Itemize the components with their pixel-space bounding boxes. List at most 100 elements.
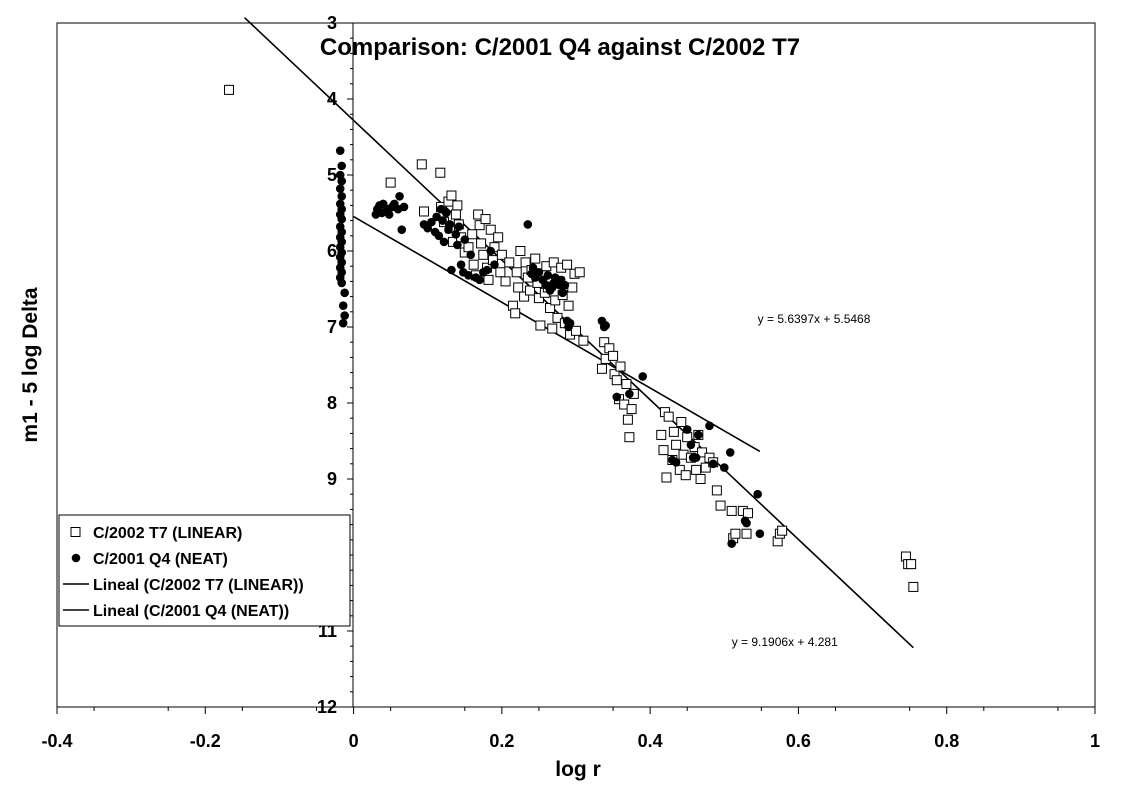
data-point-circle — [337, 214, 347, 224]
x-axis-title: log r — [555, 758, 601, 781]
data-point-square — [548, 257, 559, 268]
data-point-circle — [335, 184, 345, 193]
legend-marker-square — [70, 527, 81, 537]
data-point-circle — [439, 237, 449, 247]
data-point-circle — [694, 430, 703, 440]
data-point-square — [463, 242, 474, 253]
trendline-equation: y = 9.1906x + 4.281 — [732, 635, 838, 649]
data-point-circle — [742, 518, 751, 528]
data-point-square — [743, 508, 754, 519]
chart-title: Comparison: C/2001 Q4 against C/2002 T7 — [320, 34, 800, 61]
data-point-square — [562, 259, 573, 270]
data-point-square — [571, 325, 581, 336]
data-point-square — [552, 312, 563, 323]
data-point-square — [545, 303, 556, 313]
data-point-circle — [451, 229, 461, 239]
data-point-square — [608, 350, 619, 361]
x-tick-label: 0.2 — [489, 731, 514, 751]
data-point-circle — [337, 278, 347, 288]
data-point-square — [530, 253, 541, 264]
x-tick-label: 0.8 — [934, 731, 959, 751]
y-axis-title: m1 - 5 log Delta — [19, 287, 42, 443]
trendline-equation: y = 5.6397x + 5.5468 — [758, 312, 871, 326]
data-point-circle — [543, 271, 553, 280]
y-tick-label: 3 — [327, 13, 337, 33]
data-point-circle — [335, 146, 345, 155]
data-point-circle — [625, 389, 634, 399]
data-point-square — [474, 220, 485, 231]
data-point-square — [513, 282, 524, 293]
data-point-square — [500, 276, 511, 287]
data-point-circle — [482, 265, 492, 275]
legend-label: Lineal (C/2002 T7 (LINEAR)) — [93, 577, 304, 594]
data-point-circle — [558, 288, 567, 298]
y-tick-label: 8 — [327, 393, 337, 413]
data-point-square — [691, 464, 702, 475]
data-point-square — [741, 528, 752, 539]
data-point-circle — [434, 231, 444, 241]
data-point-square — [676, 417, 687, 427]
data-point-square — [493, 232, 504, 243]
data-point-circle — [727, 539, 736, 548]
data-point-circle — [337, 191, 347, 201]
data-point-square — [533, 293, 544, 304]
legend: C/2002 T7 (LINEAR) C/2001 Q4 (NEAT) Lineal… — [58, 514, 351, 627]
data-point-square — [906, 559, 917, 570]
data-point-square — [574, 267, 585, 278]
data-point-square — [416, 159, 427, 170]
data-point-square — [504, 257, 515, 268]
data-point-circle — [565, 318, 575, 328]
data-point-circle — [682, 425, 692, 434]
data-point-square — [695, 474, 706, 484]
data-point-square — [674, 464, 685, 475]
data-point-circle — [447, 265, 456, 275]
data-point-square — [622, 414, 633, 425]
data-point-square — [520, 257, 531, 268]
data-point-circle — [486, 246, 496, 256]
x-tick-label: -0.4 — [41, 731, 72, 751]
data-point-square — [435, 167, 446, 178]
y-tick-label: 7 — [327, 317, 337, 337]
data-point-circle — [560, 280, 570, 290]
data-point-square — [656, 429, 667, 440]
data-point-circle — [464, 271, 473, 280]
y-tick-label: 6 — [327, 241, 337, 261]
data-point-square — [615, 361, 626, 372]
data-point-circle — [438, 216, 447, 225]
data-point-circle — [441, 208, 451, 218]
data-point-square — [680, 470, 691, 481]
data-point-circle — [686, 440, 696, 450]
data-point-circle — [671, 457, 681, 467]
data-point-circle — [445, 220, 455, 229]
data-point-square — [777, 525, 788, 536]
data-point-square — [550, 295, 561, 306]
data-point-square — [480, 214, 491, 225]
data-point-square — [485, 224, 496, 235]
data-series — [224, 84, 919, 592]
legend-label: C/2002 T7 (LINEAR) — [93, 525, 242, 542]
data-point-circle — [454, 222, 464, 231]
data-point-circle — [427, 217, 436, 227]
y-tick-label: 12 — [317, 697, 337, 717]
data-point-circle — [612, 392, 622, 402]
data-point-square — [578, 335, 589, 346]
data-point-square — [547, 323, 558, 334]
y-tick-label: 5 — [327, 165, 337, 185]
data-point-square — [715, 500, 726, 511]
data-point-circle — [456, 260, 466, 269]
data-point-square — [908, 581, 919, 592]
y-tick-label: 9 — [327, 469, 337, 489]
data-point-circle — [638, 372, 648, 381]
data-point-square — [596, 363, 607, 374]
data-point-circle — [340, 288, 349, 298]
data-point-square — [711, 485, 722, 496]
data-point-square — [224, 84, 235, 95]
data-point-square — [446, 190, 457, 201]
legend-marker-circle — [71, 553, 81, 563]
data-point-square — [671, 439, 682, 450]
data-point-circle — [528, 263, 538, 273]
data-point-circle — [601, 321, 610, 330]
data-point-square — [697, 447, 708, 458]
data-point-circle — [395, 191, 404, 201]
data-point-square — [663, 411, 674, 422]
